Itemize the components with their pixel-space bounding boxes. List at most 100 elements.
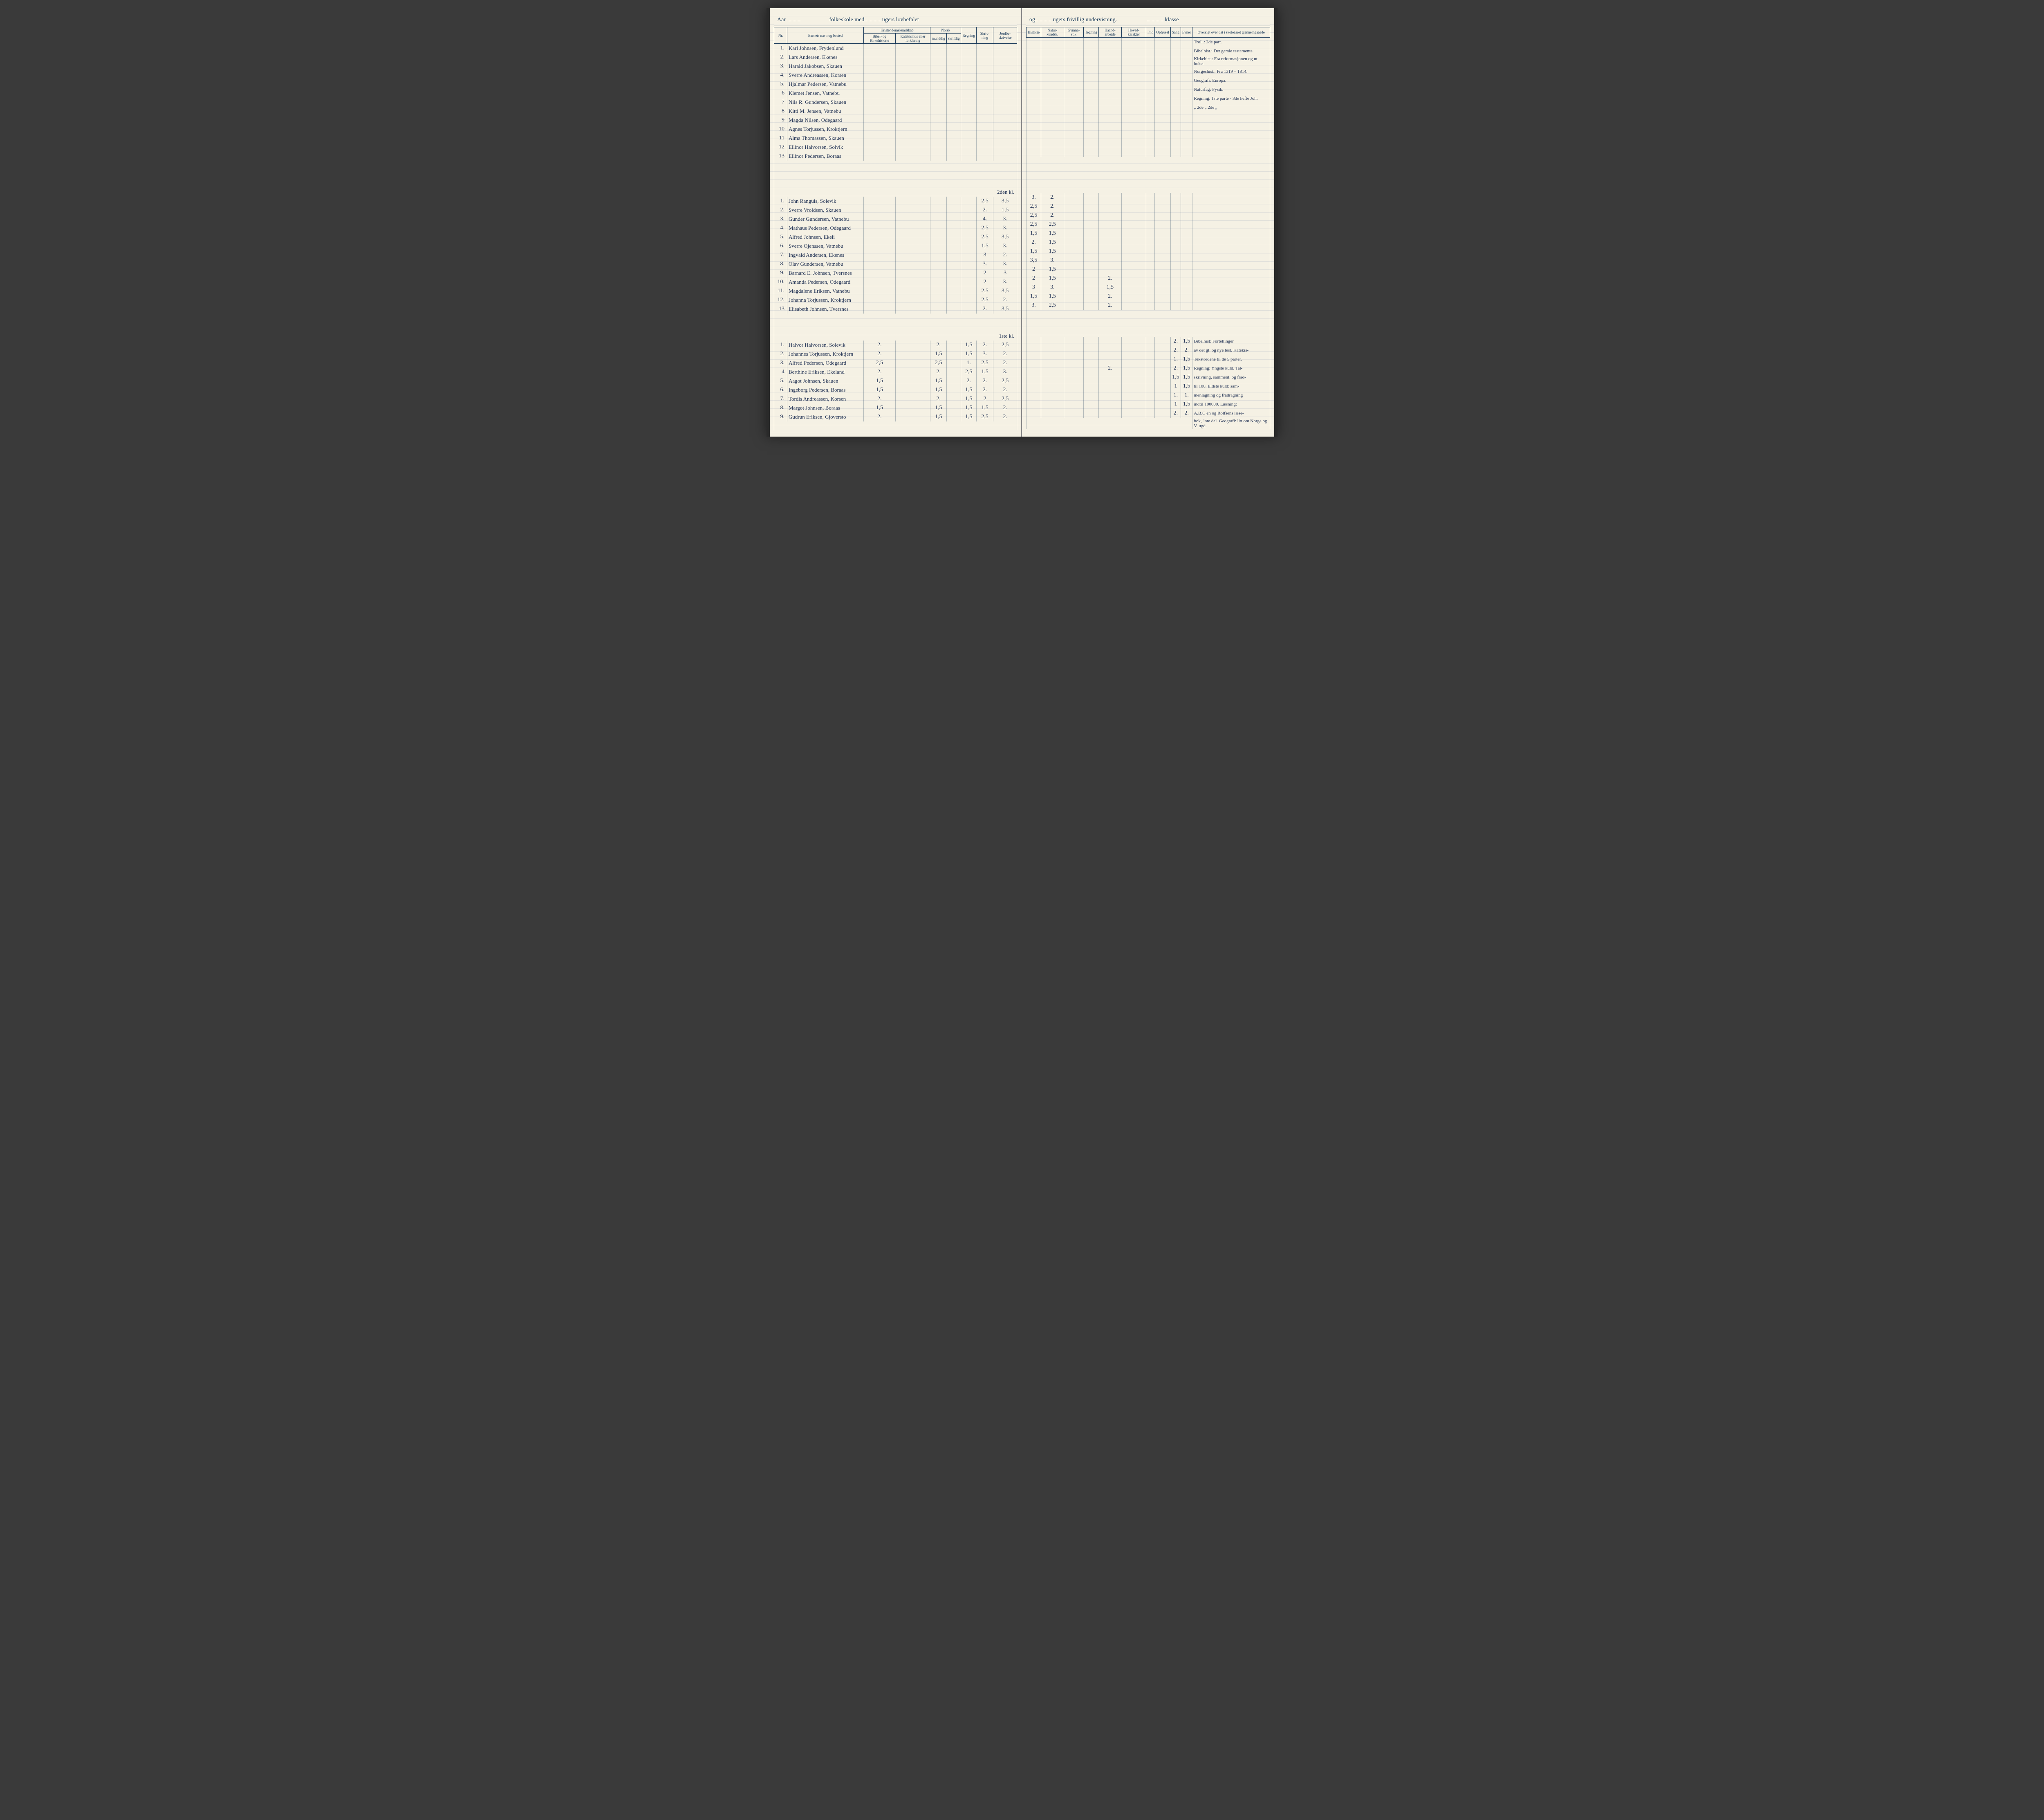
cell bbox=[1064, 301, 1084, 310]
cell bbox=[1084, 355, 1098, 364]
cell bbox=[1084, 56, 1098, 67]
table-row: 11.Magdalene Eriksen, Vatnebu2,53,5 bbox=[774, 287, 1017, 296]
grade-skrivning: 1,5 bbox=[976, 368, 993, 377]
table-row: Geografi: Europa. bbox=[1026, 76, 1270, 85]
table-row: 8Kitti M. Jensen, Vatnebu bbox=[774, 107, 1017, 116]
cell bbox=[895, 251, 930, 260]
cell bbox=[961, 296, 977, 305]
student-name: Amanda Pedersen, Odegaard bbox=[787, 278, 864, 287]
table-row bbox=[774, 421, 1017, 430]
grade-naturkundsk: 2. bbox=[1041, 202, 1064, 211]
cell bbox=[1026, 355, 1041, 364]
cell bbox=[946, 269, 961, 278]
cell bbox=[1026, 121, 1041, 130]
table-row: 7.Ingvald Andersen, Ekenes32. bbox=[774, 251, 1017, 260]
table-row: 2.1,5 bbox=[1026, 238, 1270, 247]
cell bbox=[1098, 103, 1121, 112]
cell bbox=[1098, 94, 1121, 103]
oversigt-note: „ 2de „ 2de „ bbox=[1192, 103, 1270, 112]
cell bbox=[1098, 112, 1121, 121]
cell bbox=[1084, 283, 1098, 292]
cell bbox=[993, 107, 1017, 116]
cell bbox=[1064, 139, 1084, 148]
cell bbox=[1146, 103, 1155, 112]
grade-bibel: 1,5 bbox=[864, 386, 896, 394]
grade-historie: 1,5 bbox=[1026, 292, 1041, 301]
grade-sang: 2. bbox=[1170, 364, 1181, 373]
table-row: 3.Harald Jakobsen, Skauen bbox=[774, 62, 1017, 71]
cell bbox=[1146, 283, 1155, 292]
cell bbox=[1170, 56, 1181, 67]
oversigt-note: Troll.: 2de part. bbox=[1192, 38, 1270, 47]
grade-evner: 1,5 bbox=[1181, 400, 1192, 409]
cell bbox=[946, 53, 961, 62]
cell bbox=[1064, 292, 1084, 301]
table-row: 1ste kl. bbox=[774, 332, 1017, 341]
grade-haandarbeide: 2. bbox=[1098, 364, 1121, 373]
cell bbox=[946, 403, 961, 412]
student-name: Harald Jakobsen, Skauen bbox=[787, 62, 864, 71]
cell bbox=[774, 314, 1017, 323]
table-row bbox=[1026, 166, 1270, 175]
student-name: Olav Gundersen, Vatnebu bbox=[787, 260, 864, 269]
oversigt-note: Naturfag: Fysik. bbox=[1192, 85, 1270, 94]
cell bbox=[976, 62, 993, 71]
row-nr: 4. bbox=[774, 71, 787, 80]
grade-skrivning: 4. bbox=[976, 215, 993, 224]
cell bbox=[1084, 382, 1098, 391]
cell bbox=[1098, 56, 1121, 67]
cell bbox=[1084, 247, 1098, 256]
student-name: Gunder Gundersen, Vatnebu bbox=[787, 215, 864, 224]
cell bbox=[1122, 148, 1146, 157]
cell bbox=[1181, 238, 1192, 247]
cell bbox=[1041, 121, 1064, 130]
row-nr: 1. bbox=[774, 44, 787, 53]
cell bbox=[864, 260, 896, 269]
grade-bibel: 2. bbox=[864, 394, 896, 403]
cell bbox=[864, 206, 896, 215]
grade-regning: 1,5 bbox=[961, 350, 977, 359]
cell bbox=[1170, 229, 1181, 238]
cell bbox=[1084, 112, 1098, 121]
table-row: 4Berthine Eriksen, Ekeland2.2.2,51,53. bbox=[774, 368, 1017, 377]
cell bbox=[1146, 220, 1155, 229]
cell bbox=[976, 134, 993, 143]
cell bbox=[993, 89, 1017, 98]
cell bbox=[1084, 85, 1098, 94]
cell bbox=[1146, 121, 1155, 130]
grade-sang: 1 bbox=[1170, 382, 1181, 391]
cell bbox=[946, 233, 961, 242]
oversigt-note bbox=[1192, 139, 1270, 148]
cell bbox=[895, 359, 930, 368]
cell bbox=[1170, 47, 1181, 56]
student-name: Lars Andersen, Ekenes bbox=[787, 53, 864, 62]
cell bbox=[976, 71, 993, 80]
cell bbox=[1155, 121, 1171, 130]
cell bbox=[976, 116, 993, 125]
grade-haandarbeide bbox=[1098, 337, 1121, 346]
cell bbox=[961, 107, 977, 116]
grade-skrivning: 3. bbox=[976, 260, 993, 269]
cell bbox=[930, 269, 947, 278]
cell bbox=[1181, 130, 1192, 139]
cell bbox=[1026, 157, 1270, 166]
oversigt-note: Tekstordene til de 5 parter. bbox=[1192, 355, 1270, 364]
table-row: 2.2.1,5Regning: Yngste kuld. Tal- bbox=[1026, 364, 1270, 373]
cell bbox=[895, 89, 930, 98]
cell bbox=[864, 287, 896, 296]
table-row: 1.1.menlagning og fradragning bbox=[1026, 391, 1270, 400]
cell bbox=[1026, 184, 1270, 193]
cell bbox=[946, 152, 961, 161]
cell bbox=[1026, 85, 1041, 94]
cell bbox=[1064, 193, 1084, 202]
table-row: 2.1,5Bibelhist: Fortellinger bbox=[1026, 337, 1270, 346]
cell bbox=[895, 116, 930, 125]
grade-sang: 1 bbox=[1170, 400, 1181, 409]
grade-skrivning: 2 bbox=[976, 278, 993, 287]
cell bbox=[1146, 211, 1155, 220]
cell bbox=[895, 341, 930, 350]
cell bbox=[993, 152, 1017, 161]
cell bbox=[1181, 76, 1192, 85]
cell bbox=[1098, 47, 1121, 56]
col-naturkundsk: Natur- kundsk. bbox=[1041, 27, 1064, 38]
